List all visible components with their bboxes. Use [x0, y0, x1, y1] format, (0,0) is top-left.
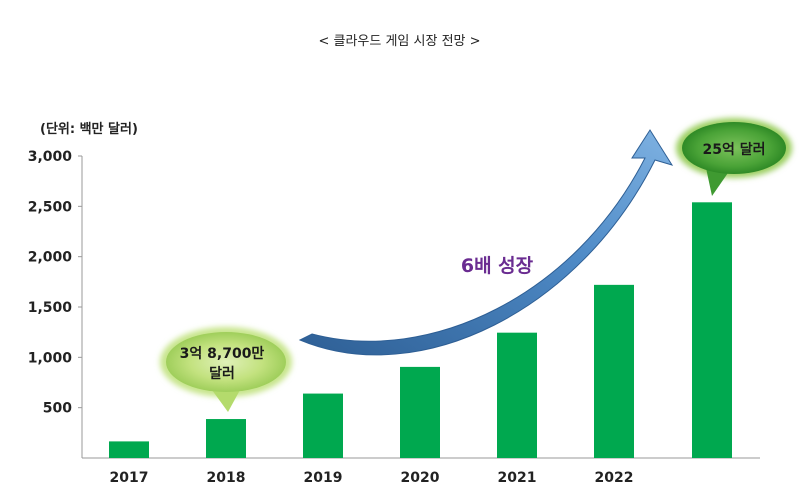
y-tick-label: 3,000 — [28, 149, 73, 165]
y-tick-label: 1,000 — [28, 350, 73, 366]
bar — [692, 202, 732, 458]
y-tick-label: 500 — [43, 401, 72, 417]
y-tick-label: 1,500 — [28, 300, 73, 316]
x-tick-label: 2021 — [498, 470, 537, 486]
bars — [109, 202, 732, 458]
y-axis: 3,000 2,500 2,000 1,500 1,000 500 — [28, 149, 82, 417]
unit-label: (단위: 백만 달러) — [40, 121, 138, 137]
y-tick-label: 2,000 — [28, 250, 73, 266]
end-callout: 25억 달러 — [676, 118, 792, 196]
start-callout: 3억 8,700만 달러 — [160, 327, 292, 412]
bar — [206, 419, 246, 458]
y-tick-label: 2,500 — [28, 199, 73, 215]
x-axis: 2017 2018 2019 2020 2021 2022 — [110, 470, 634, 486]
bar — [109, 441, 149, 458]
growth-label: 6배 성장 — [461, 255, 534, 277]
bar — [400, 366, 440, 458]
bar — [497, 332, 537, 458]
page-title: < 클라우드 게임 시장 전망 > — [318, 34, 481, 49]
x-tick-label: 2022 — [595, 470, 634, 486]
x-tick-label: 2019 — [304, 470, 343, 486]
x-tick-label: 2020 — [401, 470, 440, 486]
x-tick-label: 2017 — [110, 470, 149, 486]
growth-arrow — [298, 129, 674, 356]
end-label: 25억 달러 — [703, 142, 766, 158]
bar — [303, 393, 343, 458]
start-label-line2: 달러 — [209, 366, 235, 382]
start-label-line1: 3억 8,700만 — [180, 346, 265, 362]
bar — [594, 284, 634, 458]
x-tick-label: 2018 — [207, 470, 246, 486]
